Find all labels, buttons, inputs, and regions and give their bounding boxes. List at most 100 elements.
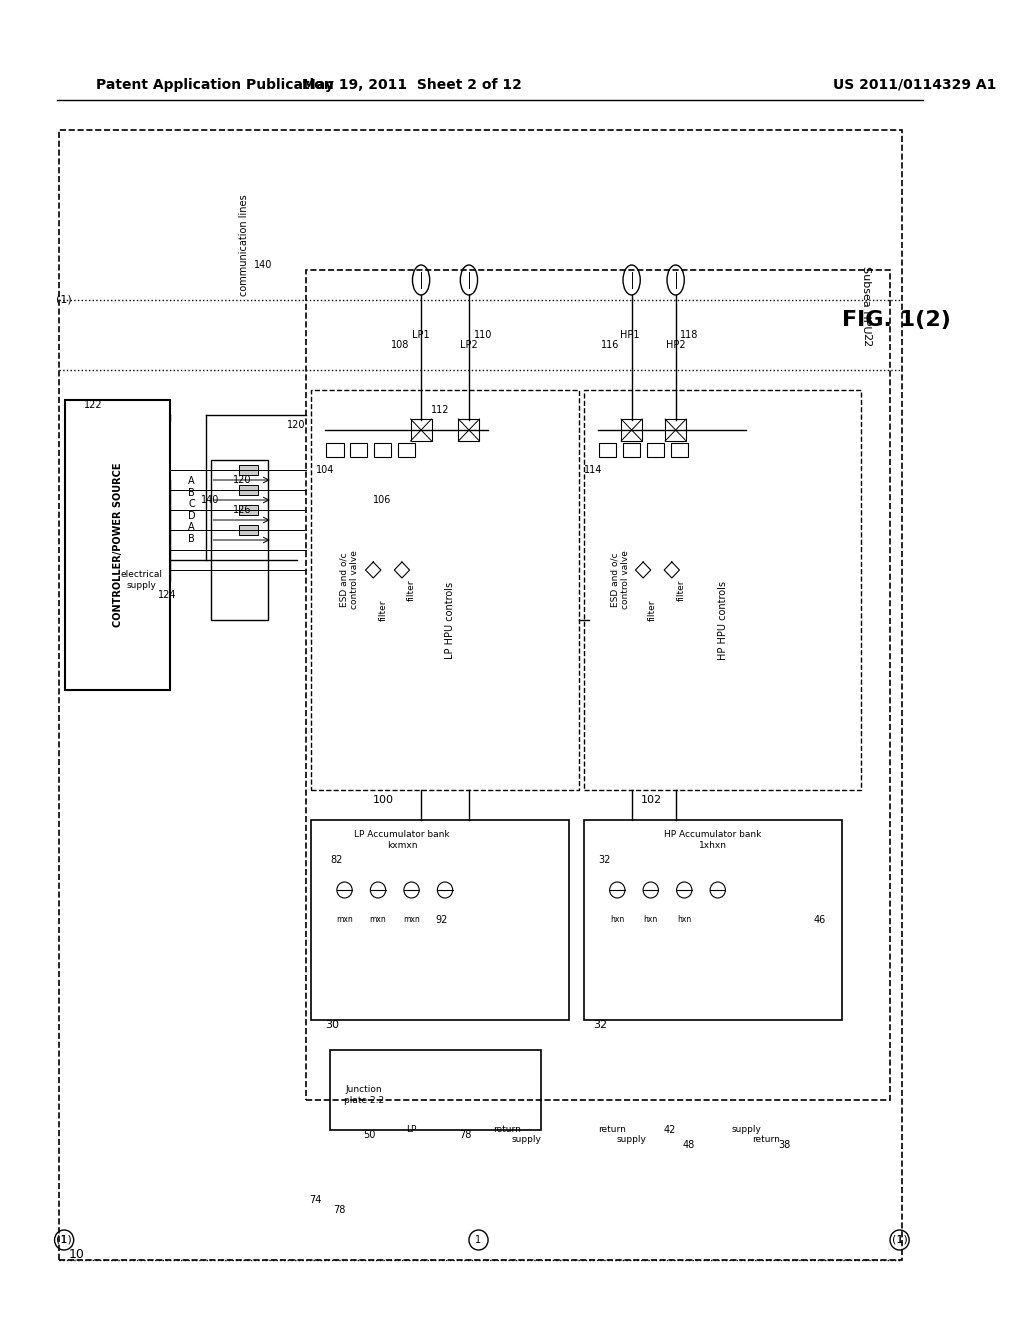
Text: 78: 78 — [334, 1205, 346, 1214]
Bar — [584, 820, 842, 1020]
Text: hxn: hxn — [644, 916, 657, 924]
Text: 46: 46 — [813, 915, 825, 925]
Text: LP2: LP2 — [460, 341, 478, 350]
Text: (1): (1) — [56, 1236, 72, 1245]
Text: 104: 104 — [315, 465, 334, 475]
Text: filter: filter — [407, 579, 416, 601]
Bar — [66, 400, 170, 690]
Text: Subsea HPU: Subsea HPU — [861, 267, 871, 334]
Bar — [647, 444, 665, 457]
Text: 22: 22 — [861, 333, 871, 347]
Text: 110: 110 — [474, 330, 493, 341]
Text: 1: 1 — [897, 1236, 902, 1245]
Text: 140: 140 — [254, 260, 272, 271]
Bar — [411, 418, 431, 441]
Bar — [671, 444, 688, 457]
Text: 108: 108 — [391, 341, 410, 350]
Text: supply: supply — [511, 1135, 542, 1144]
Text: Patent Application Publication: Patent Application Publication — [95, 78, 334, 92]
Text: ESD and o/c
control valve: ESD and o/c control valve — [610, 550, 630, 610]
Bar — [398, 444, 416, 457]
Text: supply: supply — [616, 1135, 646, 1144]
Text: 50: 50 — [364, 1130, 376, 1140]
Text: 122: 122 — [84, 400, 102, 411]
Bar — [623, 444, 640, 457]
Text: FIG. 1(2): FIG. 1(2) — [842, 310, 951, 330]
Bar — [350, 444, 368, 457]
Bar — [240, 525, 258, 535]
Text: (1): (1) — [56, 294, 72, 305]
Text: 30: 30 — [326, 1020, 339, 1030]
Text: 1: 1 — [61, 1236, 68, 1245]
Text: 114: 114 — [584, 465, 602, 475]
Bar — [240, 506, 258, 515]
Bar — [59, 129, 901, 1261]
Text: supply: supply — [731, 1126, 762, 1134]
Bar — [306, 271, 890, 1100]
Text: ESD and o/c
control valve: ESD and o/c control valve — [340, 550, 359, 610]
Text: 120: 120 — [232, 475, 251, 484]
Bar — [240, 484, 258, 495]
Bar — [311, 389, 579, 789]
Bar — [459, 418, 479, 441]
Text: 100: 100 — [373, 795, 394, 805]
Text: return: return — [752, 1135, 779, 1144]
Text: 112: 112 — [431, 405, 450, 414]
Text: 102: 102 — [641, 795, 663, 805]
Text: 140: 140 — [201, 495, 219, 506]
Text: 32: 32 — [598, 855, 610, 865]
Text: filter: filter — [677, 579, 686, 601]
Text: 106: 106 — [373, 495, 391, 506]
Text: (1): (1) — [892, 1236, 907, 1245]
Bar — [330, 1049, 541, 1130]
Text: HP HPU controls: HP HPU controls — [718, 581, 727, 660]
Text: US 2011/0114329 A1: US 2011/0114329 A1 — [833, 78, 996, 92]
Text: 32: 32 — [593, 1020, 607, 1030]
Text: 1: 1 — [475, 1236, 481, 1245]
Bar — [311, 820, 569, 1020]
Bar — [622, 418, 642, 441]
Text: 126: 126 — [232, 506, 251, 515]
Text: return: return — [494, 1126, 521, 1134]
Bar — [327, 444, 344, 457]
Text: LP: LP — [407, 1126, 417, 1134]
Bar — [374, 444, 391, 457]
Text: 92: 92 — [435, 915, 447, 925]
Bar — [240, 465, 258, 475]
Text: LP HPU controls: LP HPU controls — [444, 581, 455, 659]
Text: HP2: HP2 — [666, 341, 685, 350]
Text: 118: 118 — [680, 330, 698, 341]
Text: CONTROLLER/POWER SOURCE: CONTROLLER/POWER SOURCE — [113, 463, 123, 627]
Bar — [599, 444, 616, 457]
Text: 124: 124 — [158, 590, 176, 601]
Bar — [211, 459, 268, 620]
Bar — [584, 389, 861, 789]
Text: electrical
supply: electrical supply — [121, 570, 163, 590]
Text: filter: filter — [378, 599, 387, 620]
Text: A
B
C
D
A
B: A B C D A B — [187, 477, 196, 544]
Text: hxn: hxn — [610, 916, 625, 924]
Text: 116: 116 — [601, 341, 620, 350]
Text: mxn: mxn — [403, 916, 420, 924]
Text: 48: 48 — [683, 1140, 695, 1150]
Text: HP Accumulator bank
1xhxn: HP Accumulator bank 1xhxn — [665, 830, 762, 850]
Text: filter: filter — [648, 599, 657, 620]
Text: LP1: LP1 — [413, 330, 430, 341]
Text: mxn: mxn — [370, 916, 386, 924]
Text: HP1: HP1 — [620, 330, 639, 341]
Text: 38: 38 — [778, 1140, 791, 1150]
Text: 82: 82 — [330, 855, 343, 865]
Text: Junction
plate 2.2: Junction plate 2.2 — [344, 1085, 384, 1105]
Text: 78: 78 — [460, 1130, 472, 1140]
Text: 10: 10 — [69, 1249, 85, 1262]
Text: LP Accumulator bank
kxmxn: LP Accumulator bank kxmxn — [354, 830, 450, 850]
Text: 42: 42 — [664, 1125, 676, 1135]
Bar — [666, 418, 686, 441]
Text: 74: 74 — [309, 1195, 322, 1205]
Text: 120: 120 — [287, 420, 305, 430]
Text: May 19, 2011  Sheet 2 of 12: May 19, 2011 Sheet 2 of 12 — [302, 78, 521, 92]
Text: mxn: mxn — [336, 916, 353, 924]
Text: return: return — [599, 1126, 627, 1134]
Text: hxn: hxn — [677, 916, 691, 924]
Text: communication lines: communication lines — [239, 194, 249, 296]
